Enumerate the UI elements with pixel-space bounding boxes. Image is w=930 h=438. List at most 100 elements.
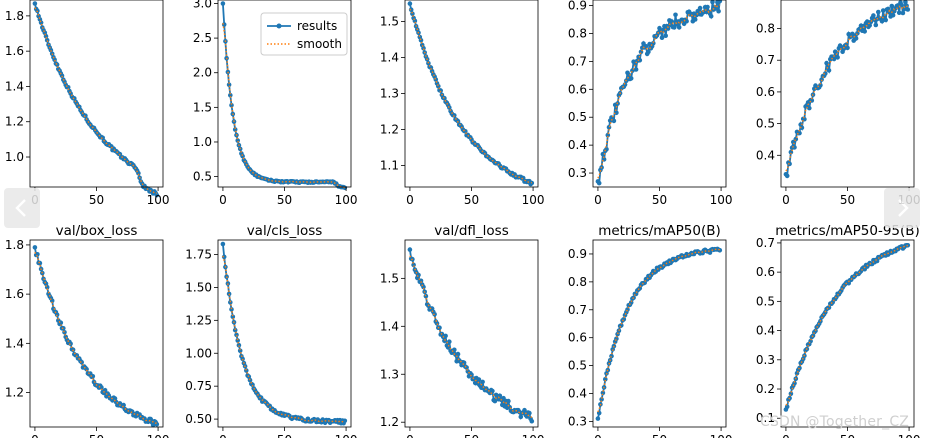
results-point [904,3,909,9]
results-point [862,29,867,34]
next-image-button[interactable] [884,188,920,228]
results-line [785,244,908,410]
legend-smooth-label: smooth [297,37,342,51]
results-point [622,82,628,87]
x-tick-label: 0 [219,433,227,438]
results-point [258,395,264,400]
x-tick-label: 50 [652,193,667,207]
results-line [409,3,533,186]
y-tick-label: 0.9 [568,247,587,261]
results-point [787,161,792,167]
results-point [676,25,682,30]
smooth-line [785,5,909,172]
y-tick-label: 1.5 [193,100,212,114]
y-tick-label: 0.5 [193,170,212,184]
subplot-title: val/box_loss [56,223,138,239]
results-point [44,37,50,43]
results-point [818,83,823,88]
results-point [896,10,902,15]
results-point [234,332,239,338]
y-tick-label: 0.5 [568,359,587,373]
smooth-line [785,244,909,406]
y-tick-label: 0.4 [568,138,587,152]
results-point [876,9,881,15]
results-point [68,341,73,347]
x-tick-label: 50 [652,433,667,438]
results-point [889,3,895,9]
subplot-metrics-map50-b-: metrics/mAP50(B) 0 50 100 0.3 0.4 0.5 0.6 0.7 0.8… [568,223,733,438]
x-tick-label: 50 [464,433,479,438]
y-tick-label: 1.2 [380,415,399,429]
results-point [873,22,879,28]
y-tick-label: 0.6 [568,331,587,345]
results-point [611,118,617,124]
subplot-val-dfl-loss: val/dfl_loss 0 50 100 1.2 1.3 1.4 1.5 [380,223,545,438]
results-point [54,62,60,67]
subplot-title: metrics/mAP50(B) [598,223,721,239]
results-point [506,398,511,404]
results-point [826,68,832,73]
results-point [824,60,829,66]
x-tick-label: 50 [277,193,292,207]
x-tick-label: 50 [89,193,104,207]
results-point [407,247,413,252]
smooth-line [222,22,345,189]
results-point [871,13,876,18]
y-tick-label: 0.1 [756,411,775,425]
results-point [903,0,908,5]
results-point [232,327,238,333]
results-point [614,110,619,116]
results-point [411,262,416,268]
results-point [697,5,703,11]
chevron-left-icon [15,199,26,217]
results-point [596,180,602,186]
results-point [853,36,859,41]
y-tick-label: 0.7 [568,303,587,317]
results-point [633,67,639,72]
y-tick-label: 1.8 [5,238,24,252]
results-point [637,58,643,63]
results-line [785,0,909,179]
axes-frame [780,0,915,188]
results-point [717,248,723,253]
results-point [835,55,840,60]
prev-image-button[interactable] [4,188,40,228]
results-point [230,314,236,320]
results-point [154,192,160,198]
y-tick-label: 1.1 [380,158,399,172]
x-tick-label: 100 [522,433,545,438]
y-tick-label: 0.7 [756,53,775,67]
results-point [529,418,535,424]
y-tick-label: 1.50 [185,280,212,294]
results-point [867,23,872,28]
results-point [708,13,714,19]
results-point [518,414,524,420]
results-point [899,2,904,8]
results-point [522,407,527,413]
results-point [710,0,715,5]
results-point [832,49,838,54]
y-tick-label: 1.4 [5,336,24,350]
x-tick-label: 100 [147,193,170,207]
results-point [240,356,245,362]
y-tick-label: 0.7 [568,54,587,68]
y-tick-label: 0.8 [756,22,775,36]
smooth-line [597,4,721,179]
results-point [890,12,896,18]
results-point [447,339,452,345]
results-point [83,113,88,118]
subplot-metrics-map50-95-b-: metrics/mAP50-95(B) 0 50 100 0.1 0.2 0.3 0.4 0.5… [756,223,921,438]
x-tick-label: 0 [782,433,790,438]
results-point [600,151,606,157]
y-tick-label: 0.3 [568,414,587,428]
results-point [438,88,444,93]
results-point [626,72,631,78]
results-point [643,44,649,49]
results-point [90,374,96,379]
results-point [646,49,651,55]
results-point [342,418,348,424]
results-point [887,10,892,15]
results-point [59,73,65,78]
results-line [34,3,158,196]
y-tick-label: 0.4 [568,387,587,401]
